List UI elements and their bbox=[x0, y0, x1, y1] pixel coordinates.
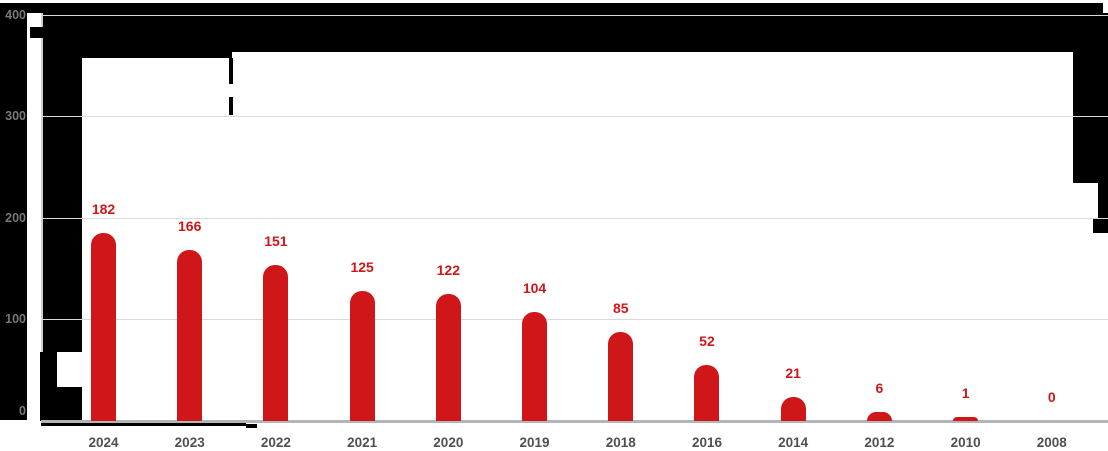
x-axis-tick-label-2008: 2008 bbox=[1036, 435, 1067, 450]
value-label-2018: 85 bbox=[612, 299, 629, 316]
redaction-block-12 bbox=[1093, 218, 1108, 233]
y-axis-tick-label-0: 0 bbox=[19, 404, 26, 418]
x-axis-tick-label-2018: 2018 bbox=[605, 435, 636, 450]
redaction-block-1 bbox=[27, 3, 1103, 13]
value-label-2022: 151 bbox=[264, 232, 288, 249]
y-axis-line bbox=[41, 9, 43, 421]
bar-2016[interactable] bbox=[694, 365, 720, 421]
redaction-block-3 bbox=[43, 13, 1108, 52]
bar-2018[interactable] bbox=[608, 331, 634, 421]
redaction-block-8 bbox=[229, 58, 233, 84]
x-axis-tick-label-2016: 2016 bbox=[691, 435, 722, 450]
x-axis-tick-label-2019: 2019 bbox=[519, 435, 550, 450]
redaction-block-13 bbox=[41, 423, 246, 426]
bar-2021[interactable] bbox=[349, 291, 375, 421]
bar-2019[interactable] bbox=[522, 312, 548, 421]
value-label-2016: 52 bbox=[699, 333, 715, 350]
y-axis-tick-label-300: 300 bbox=[5, 109, 26, 123]
value-label-2008: 0 bbox=[1047, 389, 1056, 405]
bar-2020[interactable] bbox=[435, 294, 461, 421]
value-label-2023: 166 bbox=[178, 217, 202, 234]
bar-2014[interactable] bbox=[780, 396, 806, 421]
x-axis-line bbox=[41, 419, 1108, 423]
redaction-block-10 bbox=[1073, 52, 1108, 183]
value-label-2024: 182 bbox=[91, 201, 116, 218]
value-label-2019: 104 bbox=[522, 280, 547, 297]
x-axis-tick-label-2021: 2021 bbox=[347, 435, 378, 450]
bar-2012[interactable] bbox=[866, 411, 892, 421]
bar-2022[interactable] bbox=[263, 264, 289, 421]
redaction-block-4 bbox=[43, 52, 232, 58]
value-label-2012: 6 bbox=[875, 379, 884, 396]
x-axis-tick-label-2024: 2024 bbox=[88, 435, 119, 450]
y-axis-tick-label-400: 400 bbox=[5, 7, 26, 22]
x-axis-tick-label-2010: 2010 bbox=[950, 435, 981, 450]
x-axis-tick-label-2014: 2014 bbox=[778, 435, 809, 450]
redaction-block-6 bbox=[40, 352, 57, 387]
value-label-2014: 21 bbox=[785, 364, 801, 381]
gridline-300 bbox=[41, 116, 1108, 117]
redaction-block-9 bbox=[229, 97, 233, 115]
redaction-block-5 bbox=[43, 58, 82, 352]
redaction-block-0 bbox=[0, 3, 27, 420]
gridline-400 bbox=[41, 14, 1108, 16]
gridline-100 bbox=[41, 319, 1108, 320]
y-axis-tick-label-200: 200 bbox=[5, 210, 26, 225]
redaction-block-14 bbox=[246, 424, 257, 428]
value-label-2010: 1 bbox=[961, 384, 970, 401]
bar-2023[interactable] bbox=[177, 249, 203, 421]
x-axis-tick-label-2022: 2022 bbox=[260, 435, 291, 450]
value-label-2021: 125 bbox=[350, 259, 374, 276]
redaction-block-11 bbox=[1098, 183, 1108, 218]
value-label-2020: 122 bbox=[436, 262, 460, 279]
x-axis-tick-label-2012: 2012 bbox=[864, 435, 895, 450]
x-axis-tick-label-2023: 2023 bbox=[174, 435, 205, 450]
gridline-200 bbox=[41, 217, 1108, 219]
redaction-block-2 bbox=[30, 27, 43, 38]
y-axis-tick-label-100: 100 bbox=[5, 312, 26, 326]
x-axis-tick-label-2020: 2020 bbox=[433, 435, 464, 450]
bar-2024[interactable] bbox=[91, 233, 116, 421]
bar-2010[interactable] bbox=[953, 416, 979, 421]
redaction-block-7 bbox=[40, 387, 82, 421]
